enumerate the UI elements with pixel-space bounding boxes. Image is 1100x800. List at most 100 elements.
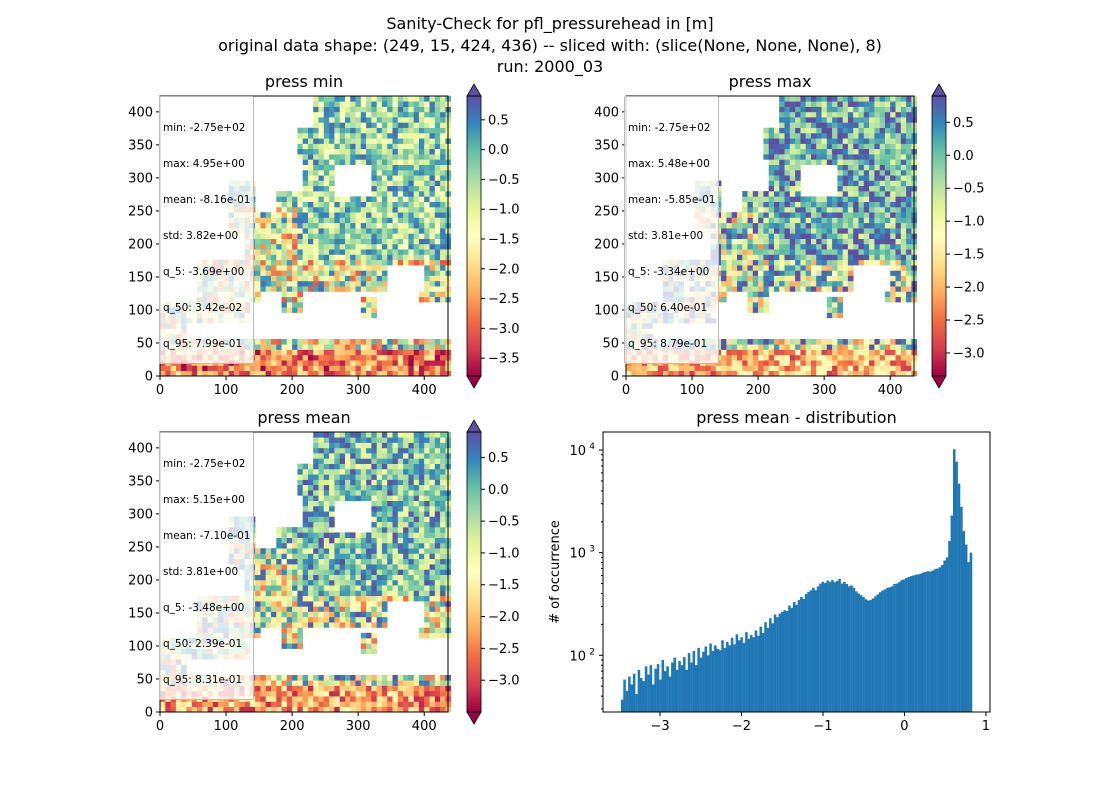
heatmap-cell (313, 170, 319, 176)
heatmap-cell (858, 217, 865, 224)
heatmap-cell (434, 270, 441, 276)
colorbar: 0.50.0−0.5−1.0−1.5−2.0−2.5−3.0−3.5 (466, 83, 520, 389)
heatmap-cell (387, 680, 393, 686)
heatmap-cell (879, 143, 886, 150)
heatmap-cell (355, 590, 362, 597)
heatmap-cell (276, 622, 282, 628)
heatmap-cell (657, 370, 664, 377)
heatmap-cell (397, 201, 404, 208)
heatmap-cell (408, 185, 414, 192)
heatmap-cell (366, 275, 372, 282)
heatmap-cell (360, 701, 367, 707)
heatmap-cell (434, 249, 441, 255)
heatmap-cell (318, 706, 325, 713)
heatmap-cell (752, 302, 759, 308)
heatmap-cell (821, 154, 828, 160)
heatmap-cell (313, 196, 319, 202)
heatmap-cell (900, 365, 907, 371)
heatmap-cell (869, 222, 875, 229)
heatmap-cell (424, 706, 430, 713)
heatmap-cell (345, 569, 351, 575)
heatmap-cell (281, 579, 288, 586)
heatmap-cell (863, 339, 870, 345)
heatmap-cell (858, 365, 865, 371)
heatmap-cell (276, 360, 282, 366)
heatmap-cell (869, 201, 875, 208)
heatmap-cell (318, 360, 325, 366)
heatmap-cell (286, 222, 293, 229)
heatmap-cell (895, 254, 902, 261)
heatmap-cell (308, 180, 314, 187)
heatmap-cell (413, 122, 420, 128)
heatmap-cell (297, 228, 303, 234)
heatmap-cell (434, 354, 441, 361)
heatmap-cell (286, 360, 293, 366)
heatmap-cell (847, 354, 854, 361)
heatmap-cell (271, 360, 277, 366)
heatmap-cell (387, 222, 393, 229)
heatmap-cell (694, 370, 701, 377)
heatmap-cell (879, 228, 886, 234)
heatmap-cell (424, 101, 430, 107)
heatmap-cell (381, 222, 388, 229)
heatmap-cell (376, 516, 383, 523)
heatmap-cell (286, 585, 293, 591)
heatmap-cell (265, 238, 272, 245)
heatmap-cell (890, 291, 896, 298)
heatmap-cell (366, 201, 372, 208)
heatmap-cell (313, 611, 319, 618)
heatmap-cell (292, 302, 298, 308)
heatmap-cell (413, 249, 420, 255)
heatmap-cell (255, 595, 261, 602)
heatmap-cell (381, 349, 388, 356)
heatmap-cell (413, 680, 420, 686)
heatmap-cell (292, 217, 298, 224)
heatmap-cell (884, 164, 891, 171)
heatmap-cell (392, 96, 399, 102)
heatmap-cell (869, 365, 875, 371)
heatmap-cell (874, 370, 880, 377)
heatmap-cell (906, 191, 912, 197)
heatmap-cell (726, 275, 732, 282)
heatmap-cell (376, 280, 383, 287)
heatmap-cell (281, 360, 288, 366)
heatmap-cell (758, 291, 764, 298)
heatmap-cell (906, 275, 912, 282)
heatmap-cell (366, 222, 372, 229)
heatmap-cell (742, 222, 748, 229)
heatmap-cell (763, 249, 769, 255)
heatmap-cell (424, 206, 430, 213)
heatmap-cell (339, 675, 346, 681)
heatmap-cell (403, 175, 409, 181)
heatmap-cell (350, 370, 356, 377)
heatmap-cell (858, 96, 865, 102)
heatmap-cell (271, 574, 277, 581)
heatmap-cell (265, 690, 272, 697)
heatmap-cell (387, 191, 393, 197)
heatmap-cell (376, 344, 383, 350)
heatmap-cell (292, 643, 298, 649)
heatmap-cell (360, 138, 367, 144)
heatmap-cell (816, 206, 822, 213)
heatmap-cell (397, 696, 404, 702)
heatmap-cell (381, 249, 388, 255)
y-tick-label: 50 (136, 336, 153, 351)
heatmap-cell (376, 585, 383, 591)
heatmap-cell (429, 170, 436, 176)
heatmap-cell (387, 228, 393, 234)
heatmap-cell (397, 138, 404, 144)
heatmap-cell (742, 249, 748, 255)
heatmap-cell (403, 96, 409, 102)
heatmap-cell (758, 228, 764, 234)
heatmap-cell (752, 291, 759, 298)
heatmap-cell (826, 143, 833, 150)
heatmap-cell (434, 701, 441, 707)
heatmap-cell (318, 228, 325, 234)
heatmap-cell (774, 191, 780, 197)
heatmap-cell (795, 117, 801, 123)
heatmap-cell (392, 537, 399, 544)
heatmap-cell (302, 185, 309, 192)
heatmap-cell (329, 96, 335, 102)
panel-title-press-min: press min (264, 72, 344, 91)
heatmap-cell (313, 521, 319, 528)
